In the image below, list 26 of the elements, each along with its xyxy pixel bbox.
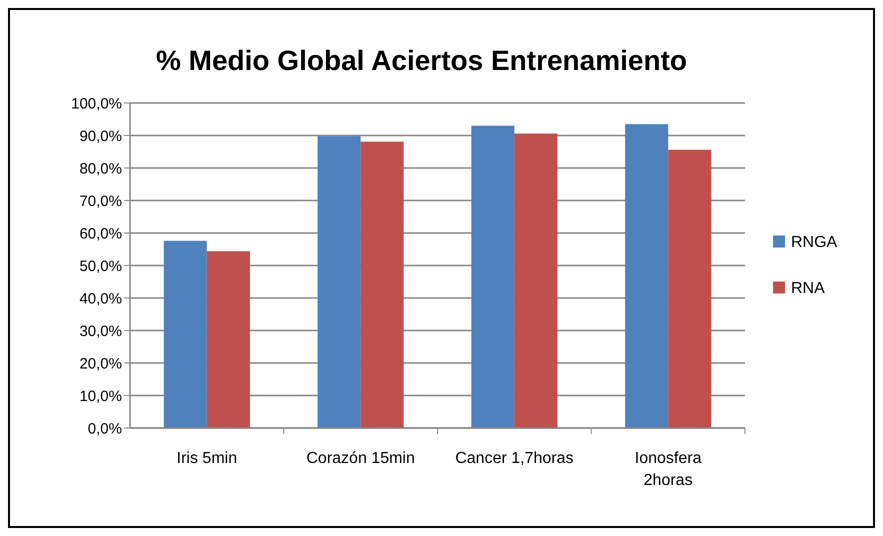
bar (164, 240, 207, 428)
bar (206, 251, 250, 428)
bar (318, 136, 361, 428)
x-tick-label: Cancer 1,7horas (455, 450, 574, 467)
y-tick-label: 20,0% (79, 355, 122, 372)
x-tick-label: Iris 5min (176, 450, 238, 467)
legend-label: RNA (791, 280, 826, 298)
bar (668, 150, 712, 428)
bar (360, 142, 404, 428)
bar (514, 134, 558, 428)
x-tick-label: Ionosfera 2horas (634, 450, 702, 489)
chart-title: % Medio Global Aciertos Entrenamiento (156, 45, 688, 76)
bar (625, 124, 668, 428)
y-tick-label: 0,0% (88, 420, 122, 438)
x-tick-label: Corazón 15min (306, 450, 415, 467)
bar (471, 126, 514, 428)
y-tick-label: 80,0% (79, 160, 122, 178)
legend-label: RNGA (791, 234, 838, 252)
y-tick-label: 50,0% (79, 258, 122, 275)
y-tick-label: 60,0% (79, 225, 122, 242)
y-tick-label: 10,0% (79, 388, 122, 405)
y-tick-label: 30,0% (79, 322, 122, 340)
y-tick-label: 70,0% (79, 192, 122, 210)
y-tick-label: 40,0% (79, 290, 122, 308)
y-tick-label: 90,0% (79, 128, 122, 145)
y-tick-label: 100,0% (71, 95, 122, 112)
